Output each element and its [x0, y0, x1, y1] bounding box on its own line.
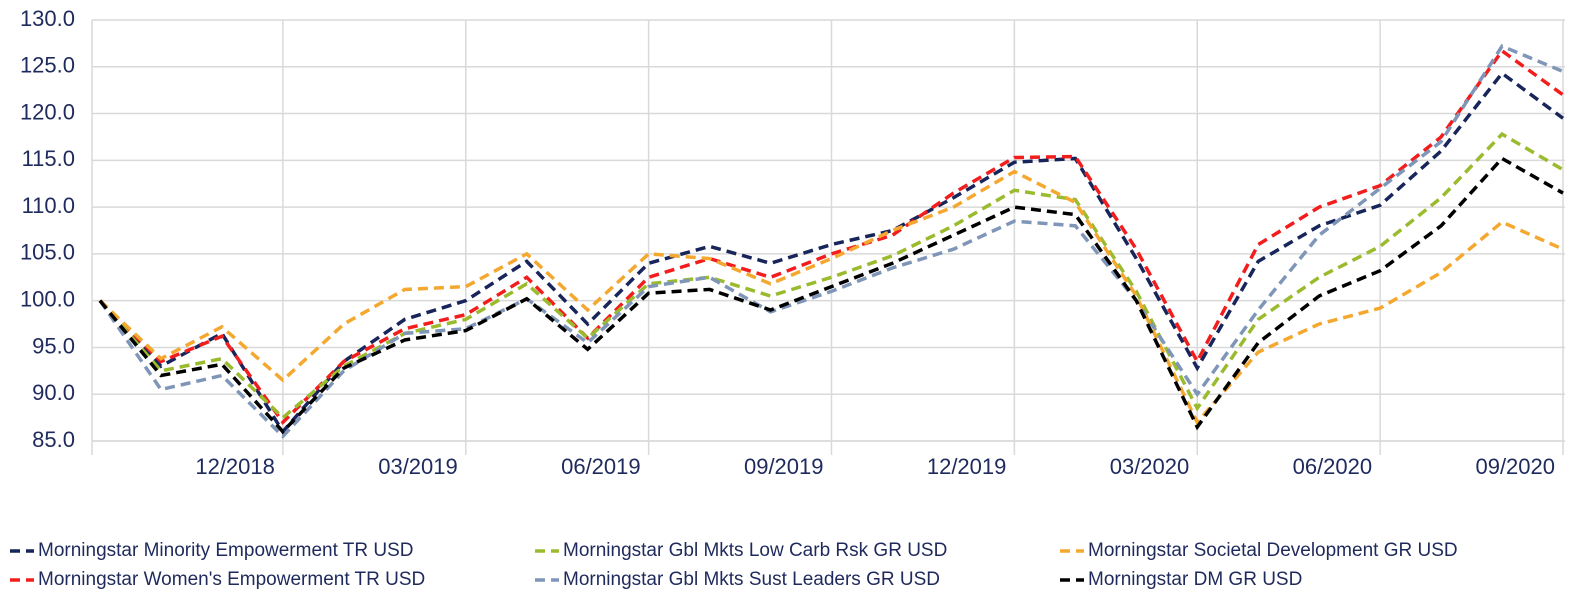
- y-tick-label: 105.0: [20, 240, 75, 265]
- y-tick-label: 90.0: [32, 380, 75, 405]
- x-tick-label: 09/2020: [1475, 454, 1555, 479]
- x-tick-label: 12/2018: [195, 454, 275, 479]
- x-tick-label: 12/2019: [927, 454, 1007, 479]
- series-line: [98, 44, 1564, 439]
- legend-label: Morningstar Gbl Mkts Low Carb Rsk GR USD: [563, 540, 947, 561]
- y-tick-label: 125.0: [20, 53, 75, 78]
- x-tick-label: 03/2020: [1110, 454, 1190, 479]
- legend-label: Morningstar Gbl Mkts Sust Leaders GR USD: [563, 569, 940, 590]
- y-tick-label: 110.0: [22, 193, 75, 218]
- series-line: [98, 156, 1564, 435]
- y-tick-label: 115.0: [22, 146, 75, 171]
- y-tick-label: 120.0: [20, 99, 75, 124]
- x-tick-label: 03/2019: [378, 454, 458, 479]
- x-tick-label: 06/2019: [561, 454, 641, 479]
- legend-label: Morningstar Women's Empowerment TR USD: [38, 569, 425, 590]
- x-tick-label: 09/2019: [744, 454, 824, 479]
- series-line: [98, 169, 1564, 426]
- legend-label: Morningstar DM GR USD: [1088, 569, 1302, 590]
- series-line: [98, 70, 1565, 435]
- y-tick-label: 95.0: [32, 333, 75, 358]
- y-tick-label: 130.0: [20, 6, 75, 31]
- legend-label: Morningstar Minority Empowerment TR USD: [38, 540, 414, 561]
- x-tick-label: 06/2020: [1293, 454, 1373, 479]
- y-tick-label: 100.0: [20, 286, 75, 311]
- y-tick-label: 85.0: [32, 427, 75, 452]
- series-line: [98, 48, 1565, 425]
- legend-label: Morningstar Societal Development GR USD: [1088, 540, 1458, 561]
